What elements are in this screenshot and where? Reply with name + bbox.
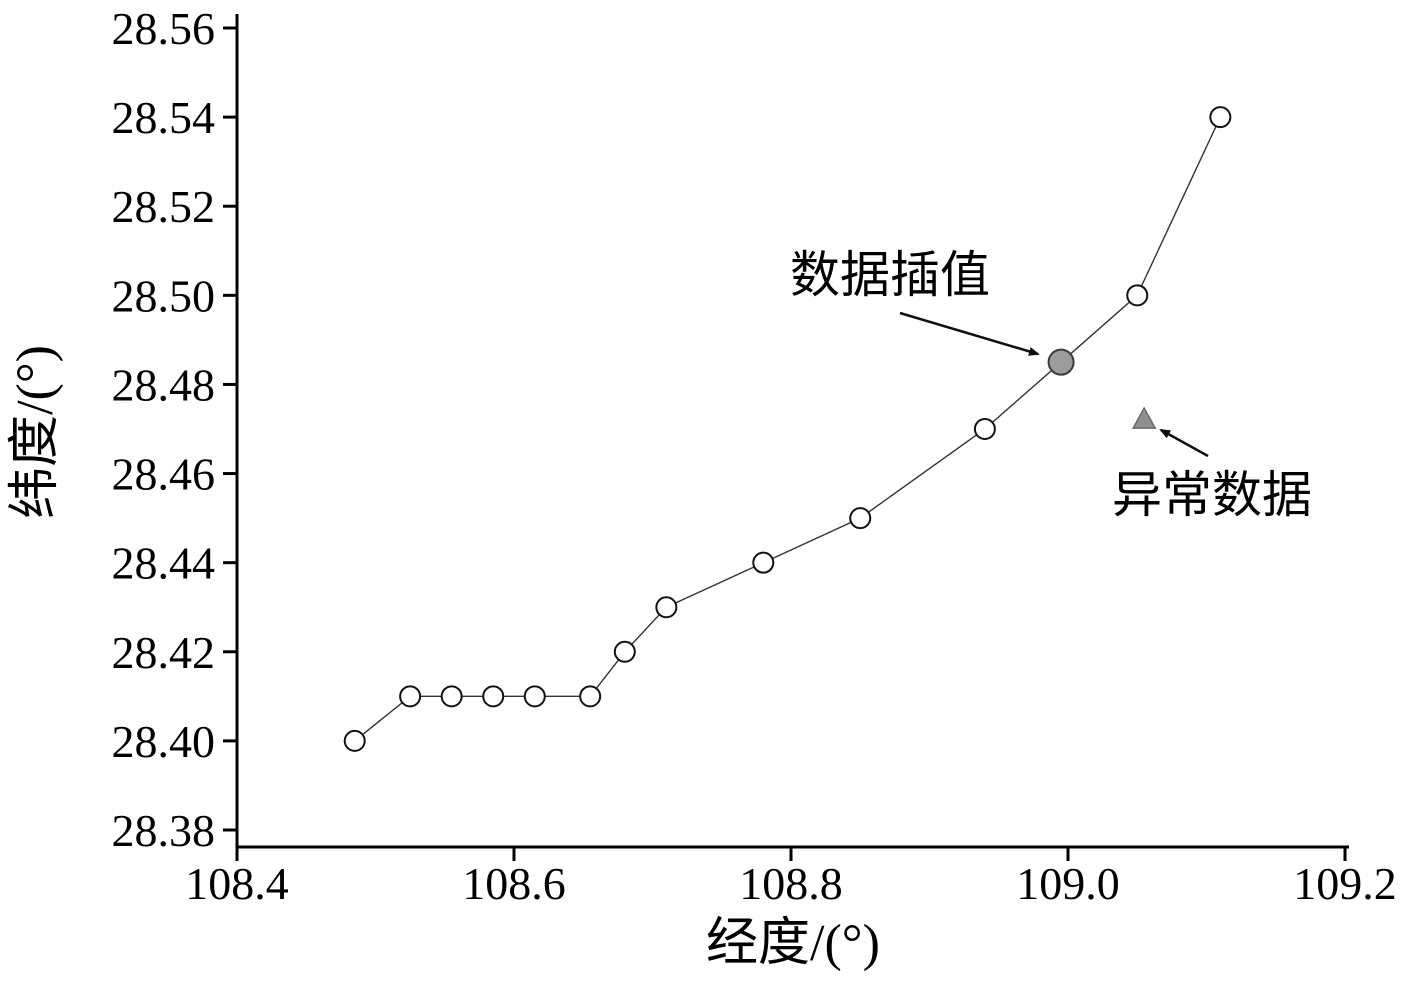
x-tick-label: 108.4: [185, 858, 289, 909]
data-point-marker: [399, 685, 422, 708]
y-tick-label: 28.42: [112, 627, 216, 678]
y-tick-label: 28.46: [112, 449, 216, 500]
x-tick-label: 109.2: [1293, 858, 1397, 909]
data-point-marker: [440, 685, 463, 708]
y-tick-label: 28.52: [112, 181, 216, 232]
x-tick-label: 108.6: [462, 858, 566, 909]
y-tick-label: 28.50: [112, 270, 216, 321]
data-point-marker: [613, 640, 636, 663]
interpolated-point-marker: [1047, 348, 1075, 376]
data-point-marker: [1126, 284, 1149, 307]
data-point-marker: [752, 551, 775, 574]
x-tick-label: 108.8: [739, 858, 843, 909]
data-point-marker: [482, 685, 505, 708]
y-tick-label: 28.44: [112, 538, 216, 589]
y-tick-label: 28.40: [112, 716, 216, 767]
y-tick-label: 28.54: [112, 92, 216, 143]
data-point-marker: [523, 685, 546, 708]
data-point-marker: [849, 507, 872, 530]
data-point-marker: [1209, 106, 1232, 129]
data-point-marker: [973, 418, 996, 440]
interpolation-annotation-label: 数据插值: [790, 247, 990, 303]
interpolation-annotation-arrow: [899, 311, 1040, 356]
abnormal-annotation-label: 异常数据: [1112, 467, 1312, 523]
y-tick-label: 28.38: [112, 805, 216, 856]
track-line: [354, 116, 1221, 742]
plot-area: 28.38 28.40 28.42 28.44 28.46 28.48 28.50 28.52…: [112, 3, 1397, 909]
y-tick-label: 28.48: [112, 359, 216, 410]
data-point-marker: [343, 729, 366, 752]
y-tick-label: 28.56: [112, 3, 216, 54]
abnormal-point-marker: [1131, 406, 1157, 429]
x-tick-label: 109.0: [1016, 858, 1120, 909]
data-point-marker: [579, 685, 602, 708]
y-axis-label: 纬度/(°): [7, 345, 64, 519]
x-axis-label: 经度/(°): [706, 915, 880, 972]
data-point-marker: [655, 596, 678, 619]
abnormal-annotation-arrow: [1159, 428, 1209, 458]
